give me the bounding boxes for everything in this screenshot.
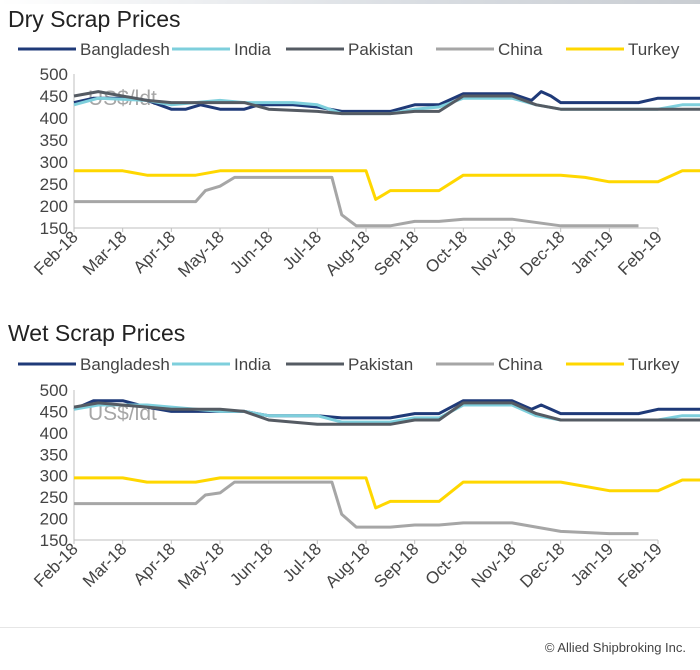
x-tick-label: Dec-18 — [516, 227, 568, 279]
wet-scrap-chart: Bangladesh India Pakistan China Turkey 150 200… — [18, 355, 700, 593]
x-tick-label: Aug-18 — [322, 227, 374, 279]
legend-label-pakistan: Pakistan — [348, 355, 413, 374]
series-line-turkey — [74, 476, 700, 510]
series-line-bangladesh — [73, 399, 700, 420]
y-tick-label: 450 — [40, 87, 68, 106]
x-tick-label: Oct-18 — [422, 227, 472, 277]
series-line-china — [74, 175, 639, 228]
x-tick-label: Mar-18 — [79, 539, 131, 591]
y-tick-label: 150 — [40, 531, 68, 550]
y-tick-label: 500 — [40, 381, 68, 400]
y-tick-label: 400 — [40, 424, 68, 443]
x-tick-label: Mar-18 — [79, 227, 131, 279]
y-tick-label: 300 — [40, 153, 68, 172]
y-tick-label: 400 — [40, 109, 68, 128]
legend-label-bangladesh: Bangladesh — [80, 355, 170, 374]
series-line-pakistan — [73, 90, 700, 116]
x-tick-label: Nov-18 — [468, 227, 520, 279]
y-tick-label: 450 — [40, 402, 68, 421]
x-tick-label: Aug-18 — [322, 539, 374, 591]
legend-label-india: India — [234, 40, 271, 59]
y-tick-label: 200 — [40, 510, 68, 529]
legend-label-turkey: Turkey — [628, 355, 680, 374]
x-tick-label: Oct-18 — [422, 539, 472, 589]
x-tick-label: Sep-18 — [370, 227, 422, 279]
series-line-bangladesh — [73, 90, 700, 113]
x-tick-label: Feb-19 — [614, 539, 666, 591]
legend-label-china: China — [498, 40, 543, 59]
legend: Bangladesh India Pakistan China Turkey — [18, 355, 680, 374]
x-tick-label: Jan-19 — [567, 227, 617, 277]
copyright-text: © Allied Shipbroking Inc. — [544, 640, 686, 655]
x-tick-label: May-18 — [174, 539, 228, 593]
legend-label-pakistan: Pakistan — [348, 40, 413, 59]
legend-label-turkey: Turkey — [628, 40, 680, 59]
x-tick-label: Sep-18 — [370, 539, 422, 591]
series-line-pakistan — [73, 401, 700, 426]
wet-chart-title: Wet Scrap Prices — [8, 320, 186, 346]
y-tick-label: 500 — [40, 65, 68, 84]
top-rule — [0, 0, 700, 4]
x-tick-label: Apr-18 — [130, 227, 180, 277]
series-line-china — [74, 480, 639, 536]
legend-label-china: China — [498, 355, 543, 374]
x-tick-label: Feb-19 — [614, 227, 666, 279]
y-tick-label: 250 — [40, 175, 68, 194]
x-tick-label: Apr-18 — [130, 539, 180, 589]
y-tick-label: 350 — [40, 131, 68, 150]
y-tick-label: 350 — [40, 445, 68, 464]
dry-chart-title: Dry Scrap Prices — [8, 6, 181, 32]
x-tick-label: Jul-18 — [279, 539, 325, 585]
legend: Bangladesh India Pakistan China Turkey — [18, 40, 680, 59]
y-tick-label: 300 — [40, 467, 68, 486]
legend-label-bangladesh: Bangladesh — [80, 40, 170, 59]
x-tick-label: Jun-18 — [226, 227, 276, 277]
x-tick-label: Dec-18 — [516, 539, 568, 591]
dry-scrap-chart: Bangladesh India Pakistan China Turkey 150 200… — [18, 40, 700, 281]
x-tick-label: Nov-18 — [468, 539, 520, 591]
footer: © Allied Shipbroking Inc. — [0, 627, 700, 670]
series-line-turkey — [74, 169, 700, 201]
legend-label-india: India — [234, 355, 271, 374]
x-tick-label: Jun-18 — [226, 539, 276, 589]
y-tick-label: 200 — [40, 197, 68, 216]
y-tick-label: 150 — [40, 219, 68, 238]
y-tick-label: 250 — [40, 488, 68, 507]
x-tick-label: May-18 — [174, 227, 228, 281]
x-tick-label: Jul-18 — [279, 227, 325, 273]
x-tick-label: Jan-19 — [567, 539, 617, 589]
